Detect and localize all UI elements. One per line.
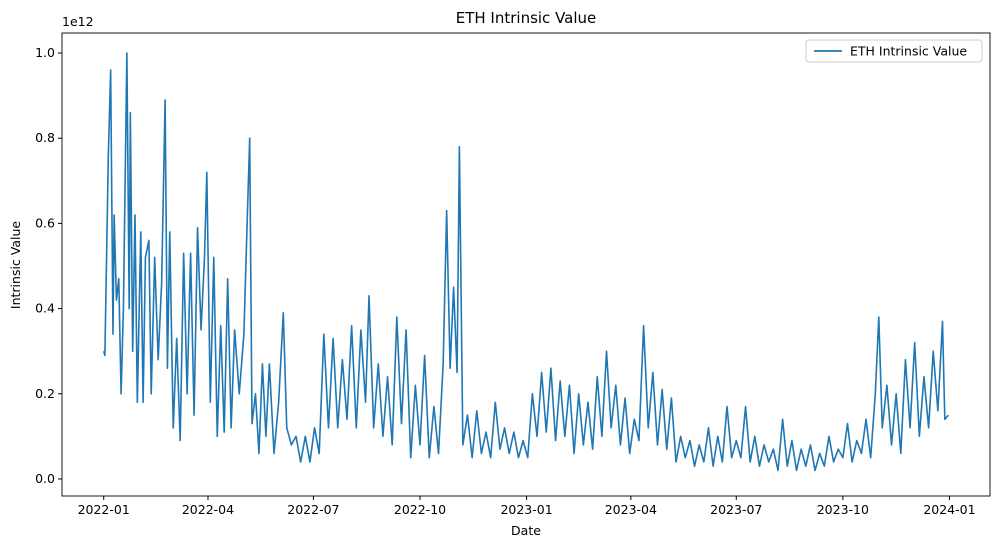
x-tick-label: 2024-01 xyxy=(923,502,975,517)
x-tick-label: 2023-10 xyxy=(817,502,869,517)
y-tick-label: 0.6 xyxy=(35,215,55,230)
y-tick-label: 0.0 xyxy=(35,471,55,486)
y-tick-label: 1.0 xyxy=(35,45,55,60)
y-axis-label: Intrinsic Value xyxy=(8,221,23,310)
x-tick-label: 2022-04 xyxy=(182,502,234,517)
x-tick-label: 2023-04 xyxy=(605,502,657,517)
y-offset-label: 1e12 xyxy=(62,14,94,29)
plot-frame xyxy=(61,32,991,497)
legend-box xyxy=(805,39,983,63)
x-tick-label: 2023-07 xyxy=(710,502,762,517)
y-tick-label: 0.4 xyxy=(35,301,55,316)
x-tick-label: 2022-01 xyxy=(78,502,130,517)
x-tick-label: 2023-01 xyxy=(500,502,552,517)
data-line xyxy=(102,52,949,472)
x-tick-label: 2022-10 xyxy=(394,502,446,517)
chart-title: ETH Intrinsic Value xyxy=(456,9,597,27)
x-tick-label: 2022-07 xyxy=(287,502,339,517)
y-tick-label: 0.8 xyxy=(35,130,55,145)
x-axis-label: Date xyxy=(511,523,541,538)
y-tick-label: 0.2 xyxy=(35,386,55,401)
legend-label: ETH Intrinsic Value xyxy=(850,44,967,59)
